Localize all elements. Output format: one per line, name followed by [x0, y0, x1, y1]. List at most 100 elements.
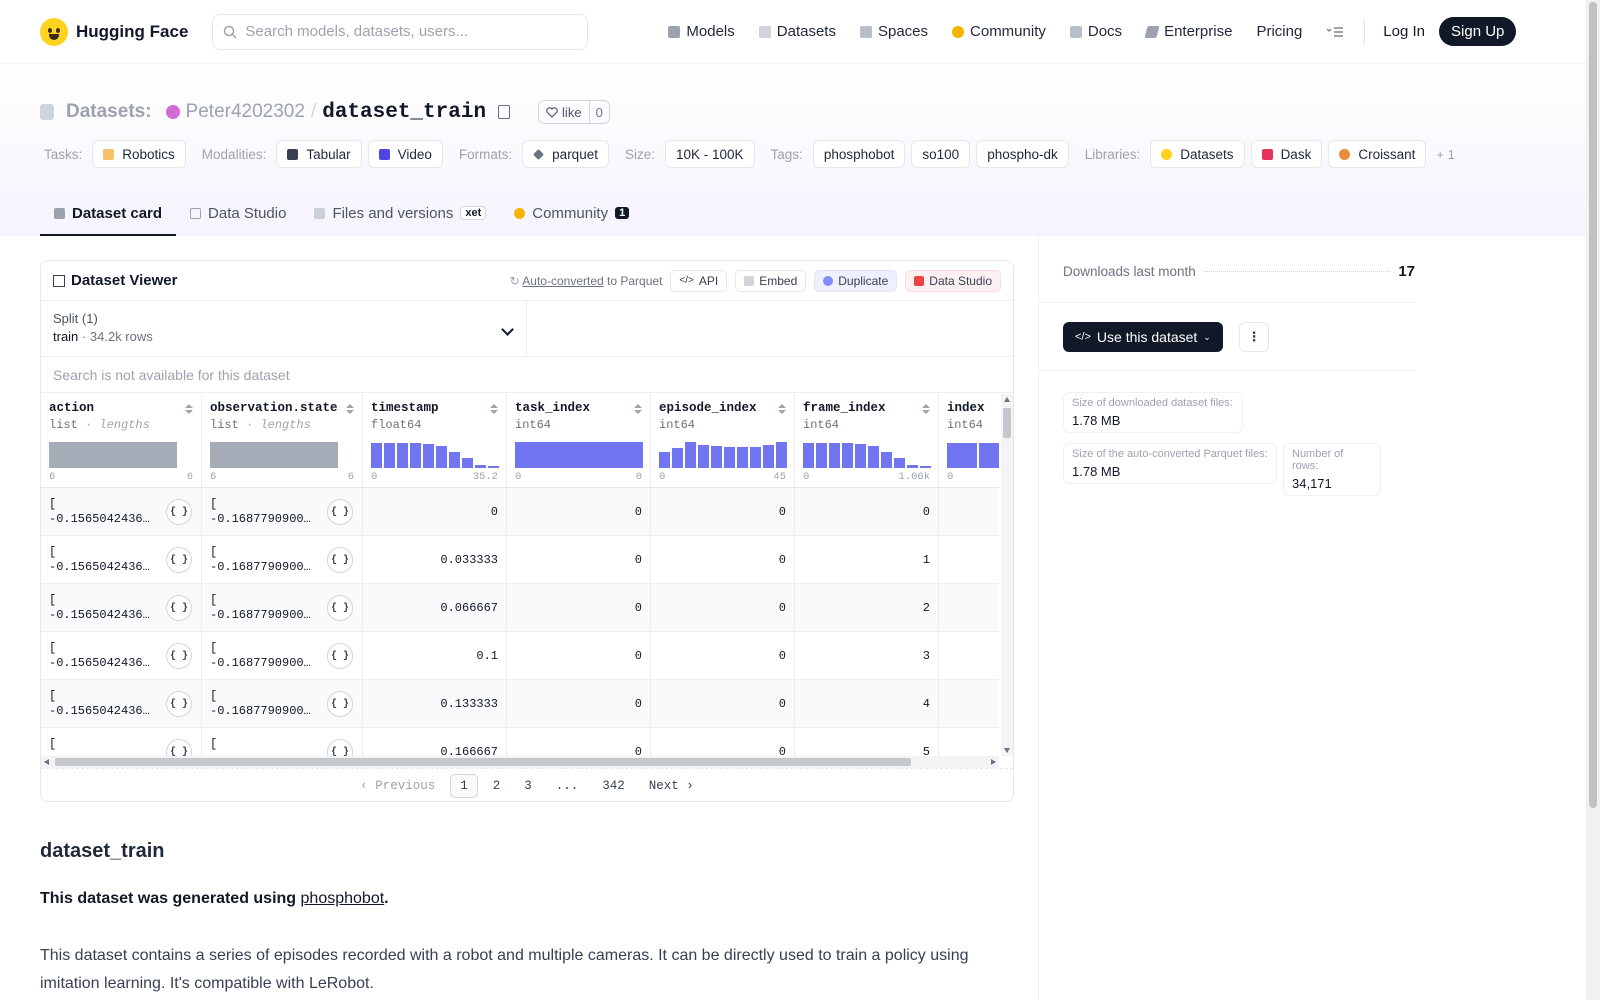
table-cell[interactable] — [939, 584, 999, 632]
table-cell[interactable]: 0.1 — [363, 632, 507, 680]
histogram-bar[interactable] — [488, 466, 499, 468]
table-cell[interactable]: 0 — [363, 488, 507, 536]
more-options-button[interactable]: ⋮ — [1239, 322, 1269, 352]
scroll-thumb[interactable] — [55, 758, 911, 766]
histogram-bar[interactable] — [423, 444, 434, 468]
table-cell[interactable]: [{ } — [202, 728, 363, 756]
table-cell[interactable]: [-0.15650424361…{ } — [41, 584, 202, 632]
table-cell[interactable]: 4 — [795, 680, 939, 728]
api-button[interactable]: </> API — [670, 269, 728, 292]
histogram-bar[interactable] — [920, 466, 931, 468]
histogram-bar[interactable] — [515, 442, 643, 468]
like-button[interactable]: like 0 — [538, 100, 610, 124]
table-cell[interactable]: 0 — [507, 728, 651, 756]
owner-link[interactable]: Peter4202302 — [185, 101, 305, 122]
table-cell[interactable] — [939, 488, 999, 536]
table-cell[interactable]: 0.033333 — [363, 536, 507, 584]
histogram-bar[interactable] — [436, 446, 447, 468]
scroll-thumb[interactable] — [1003, 408, 1011, 438]
brand-logo[interactable]: Hugging Face — [40, 17, 188, 46]
more-tags[interactable]: + 1 — [1436, 146, 1455, 162]
nav-models[interactable]: Models — [656, 14, 746, 50]
signup-button[interactable]: Sign Up — [1439, 17, 1517, 46]
histogram-bar[interactable] — [894, 458, 905, 468]
table-cell[interactable]: [-0.16877909004…{ } — [202, 488, 363, 536]
nav-more-menu[interactable] — [1314, 14, 1356, 50]
nav-datasets[interactable]: Datasets — [747, 14, 848, 50]
histogram-bar[interactable] — [881, 452, 892, 468]
json-expand-icon[interactable]: { } — [327, 499, 353, 525]
histogram-bar[interactable] — [672, 448, 683, 468]
column-header-episode-index[interactable]: episode_index int64 0 45 — [651, 394, 795, 488]
login-link[interactable]: Log In — [1383, 23, 1426, 40]
histogram-bar[interactable] — [803, 443, 814, 468]
histogram-bar[interactable] — [724, 447, 735, 468]
column-header-frame-index[interactable]: frame_index int64 0 1.06k — [795, 394, 939, 488]
auto-converted-link[interactable]: Auto-converted — [522, 273, 604, 288]
scroll-up-icon[interactable] — [1004, 397, 1010, 402]
table-cell[interactable]: 0 — [507, 632, 651, 680]
tag-dask[interactable]: Dask — [1250, 140, 1323, 168]
column-header-task-index[interactable]: task_index int64 0 0 — [507, 394, 651, 488]
nav-enterprise[interactable]: Enterprise — [1134, 14, 1244, 50]
table-cell[interactable]: [-0.15650424361…{ } — [41, 536, 202, 584]
table-cell[interactable]: 0 — [795, 488, 939, 536]
tag-robotics[interactable]: Robotics — [92, 140, 186, 168]
table-cell[interactable]: 0 — [651, 536, 795, 584]
histogram-bar[interactable] — [384, 443, 395, 468]
data-studio-button[interactable]: Data Studio — [905, 269, 1001, 292]
table-cell[interactable]: [-0.16877909004…{ } — [202, 632, 363, 680]
column-header-timestamp[interactable]: timestamp float64 0 35.2 — [363, 394, 507, 488]
tag-size[interactable]: 10K - 100K — [664, 140, 755, 168]
nav-community[interactable]: Community — [940, 14, 1058, 50]
nav-docs[interactable]: Docs — [1058, 14, 1134, 50]
table-cell[interactable]: [-0.16877909004…{ } — [202, 584, 363, 632]
table-cell[interactable]: 0.166667 — [363, 728, 507, 756]
tab-files-and-versions[interactable]: Files and versions xet — [300, 192, 500, 236]
tab-dataset-card[interactable]: Dataset card — [40, 192, 177, 236]
table-cell[interactable]: 2 — [795, 584, 939, 632]
split-selector[interactable]: Split (1) train · 34.2k rows — [41, 301, 527, 356]
json-expand-icon[interactable]: { } — [166, 691, 192, 717]
tag-video[interactable]: Video — [367, 140, 443, 168]
page-scrollbar[interactable] — [1586, 0, 1600, 1000]
sort-icon[interactable] — [634, 404, 642, 414]
tag-datasets-lib[interactable]: Datasets — [1150, 140, 1245, 168]
histogram-bar[interactable] — [475, 465, 486, 468]
table-horizontal-scrollbar[interactable] — [41, 756, 999, 768]
json-expand-icon[interactable]: { } — [327, 739, 353, 756]
table-cell[interactable]: [-0.15650424361…{ } — [41, 680, 202, 728]
table-cell[interactable]: 0 — [651, 728, 795, 756]
json-expand-icon[interactable]: { } — [166, 595, 192, 621]
nav-spaces[interactable]: Spaces — [848, 14, 940, 50]
tag-parquet[interactable]: parquet — [522, 140, 609, 168]
embed-button[interactable]: Embed — [735, 269, 807, 292]
use-this-dataset-button[interactable]: </> Use this dataset ⌄ — [1063, 322, 1223, 352]
json-expand-icon[interactable]: { } — [166, 499, 192, 525]
page-1-button[interactable]: 1 — [450, 773, 478, 798]
previous-page-button[interactable]: ‹ Previous — [360, 778, 436, 793]
histogram-bar[interactable] — [979, 443, 999, 468]
histogram-bar[interactable] — [763, 445, 774, 468]
table-cell[interactable]: 0 — [507, 488, 651, 536]
histogram-bar[interactable] — [868, 446, 879, 468]
histogram-bar[interactable] — [371, 443, 382, 468]
tag-so100[interactable]: so100 — [911, 140, 971, 168]
json-expand-icon[interactable]: { } — [327, 547, 353, 573]
scroll-down-icon[interactable] — [1004, 748, 1010, 753]
histogram-bar[interactable] — [947, 443, 977, 468]
table-cell[interactable]: 0 — [507, 584, 651, 632]
search-input[interactable] — [245, 23, 566, 40]
tab-community[interactable]: Community 1 — [500, 192, 643, 236]
nav-pricing[interactable]: Pricing — [1256, 23, 1303, 40]
table-cell[interactable]: 1 — [795, 536, 939, 584]
json-expand-icon[interactable]: { } — [166, 547, 192, 573]
json-expand-icon[interactable]: { } — [166, 739, 192, 756]
histogram-bar[interactable] — [829, 443, 840, 468]
histogram-bar[interactable] — [750, 447, 761, 468]
table-cell[interactable]: [-0.16877909004…{ } — [202, 536, 363, 584]
histogram-bar[interactable] — [776, 442, 787, 468]
table-cell[interactable]: [-0.15650424361…{ } — [41, 488, 202, 536]
table-cell[interactable]: 0 — [651, 488, 795, 536]
histogram-bar[interactable] — [737, 447, 748, 468]
